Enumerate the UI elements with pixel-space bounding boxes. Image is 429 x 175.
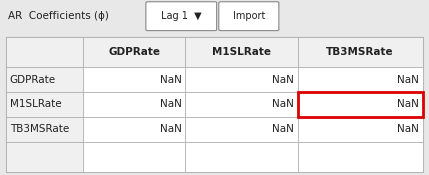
Text: NaN: NaN: [160, 75, 182, 85]
Bar: [298, 142, 423, 172]
Bar: [298, 37, 423, 67]
Bar: [83, 142, 185, 172]
Bar: [298, 117, 423, 142]
Text: AR  Coefficients (ϕ): AR Coefficients (ϕ): [8, 11, 109, 21]
Bar: [298, 92, 423, 117]
Text: M1SLRate: M1SLRate: [212, 47, 271, 57]
Text: NaN: NaN: [160, 99, 182, 109]
Bar: [185, 92, 298, 117]
Bar: [6, 117, 83, 142]
Text: Import: Import: [233, 11, 265, 21]
Bar: [83, 37, 185, 67]
FancyBboxPatch shape: [146, 2, 217, 31]
FancyBboxPatch shape: [219, 2, 279, 31]
Bar: [6, 67, 83, 92]
Bar: [6, 92, 83, 117]
Text: NaN: NaN: [272, 75, 294, 85]
Bar: [185, 117, 298, 142]
Text: NaN: NaN: [397, 75, 419, 85]
Text: NaN: NaN: [397, 99, 419, 109]
Text: GDPRate: GDPRate: [10, 75, 56, 85]
Bar: [83, 117, 185, 142]
Text: NaN: NaN: [272, 124, 294, 134]
Text: GDPRate: GDPRate: [109, 47, 160, 57]
Text: NaN: NaN: [397, 124, 419, 134]
Bar: [6, 142, 83, 172]
Text: NaN: NaN: [160, 124, 182, 134]
Text: TB3MSRate: TB3MSRate: [326, 47, 394, 57]
Bar: [185, 37, 298, 67]
Bar: [298, 92, 423, 117]
Text: NaN: NaN: [272, 99, 294, 109]
Bar: [83, 67, 185, 92]
Text: Lag 1  ▼: Lag 1 ▼: [161, 11, 202, 21]
Bar: [185, 67, 298, 92]
Bar: [6, 37, 423, 172]
Text: M1SLRate: M1SLRate: [10, 99, 61, 109]
Text: TB3MSRate: TB3MSRate: [10, 124, 69, 134]
Bar: [6, 37, 83, 67]
Bar: [83, 92, 185, 117]
Bar: [298, 67, 423, 92]
Bar: [185, 142, 298, 172]
